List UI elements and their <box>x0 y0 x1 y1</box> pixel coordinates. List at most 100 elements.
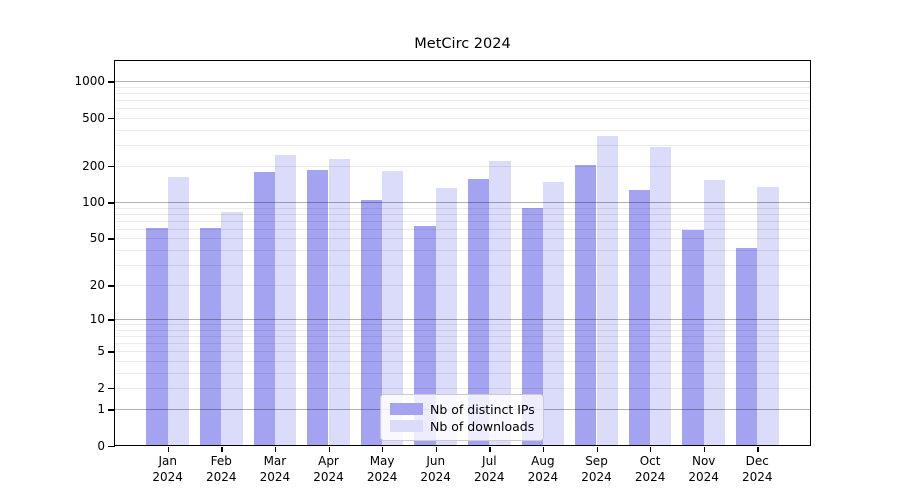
x-tick-label-mar: Mar 2024 <box>259 454 291 484</box>
minor-gridline <box>115 93 810 94</box>
minor-gridline <box>115 336 810 338</box>
minor-gridline <box>115 220 810 222</box>
y-tick-label: 1000 <box>74 74 105 89</box>
x-tick-mark <box>489 447 491 452</box>
minor-gridline <box>115 372 810 374</box>
major-gridline <box>115 81 810 83</box>
minor-gridline <box>115 324 810 326</box>
major-gridline <box>115 319 810 321</box>
minor-gridline <box>115 86 810 88</box>
bar-ips-mar <box>253 171 275 445</box>
y-tick-mark <box>108 81 115 83</box>
bar-downloads-aug <box>542 182 565 445</box>
bar-downloads-jun <box>435 187 458 445</box>
bar-ips-jan <box>146 227 168 445</box>
minor-gridline <box>115 214 810 215</box>
bar-downloads-may <box>382 170 404 445</box>
bar-ips-aug <box>521 207 543 445</box>
bar-ips-dec <box>735 247 758 445</box>
y-tick-label: 100 <box>82 195 105 210</box>
minor-gridline <box>115 264 810 266</box>
x-tick-label-jun: Jun 2024 <box>420 454 451 484</box>
x-tick-label-dec: Dec 2024 <box>742 454 773 484</box>
legend-label-distinct-ips: Nb of distinct IPs <box>430 401 535 417</box>
minor-gridline <box>115 129 810 131</box>
legend-swatch-distinct-ips <box>390 403 423 415</box>
bar-ips-jul <box>467 179 490 445</box>
x-tick-label-oct: Oct 2024 <box>634 454 666 484</box>
plot-area: Nb of distinct IPs Nb of downloads 0 1 2 5 1… <box>74 60 811 484</box>
bar-downloads-mar <box>274 155 297 445</box>
bar-ips-sep <box>575 164 597 445</box>
bar-ips-feb <box>199 227 222 445</box>
y-tick-mark <box>108 238 115 240</box>
y-tick-mark <box>108 351 115 353</box>
x-tick-label-jul: Jul 2024 <box>474 454 505 484</box>
minor-gridline <box>115 361 810 362</box>
minor-gridline <box>115 238 810 240</box>
y-tick-label: 0 <box>97 439 105 453</box>
bar-downloads-dec <box>757 186 779 445</box>
legend-swatch-downloads <box>390 420 423 432</box>
major-gridline <box>115 202 810 204</box>
x-tick-mark <box>703 447 706 452</box>
minor-gridline <box>115 249 810 251</box>
x-tick-mark <box>167 447 170 452</box>
y-tick-label: 200 <box>82 159 105 173</box>
x-tick-mark <box>596 447 598 452</box>
bar-ips-may <box>360 200 383 445</box>
x-tick-label-may: May 2024 <box>366 454 398 484</box>
x-tick-label-sep: Sep 2024 <box>581 454 612 484</box>
x-tick-label-feb: Feb 2024 <box>206 454 237 484</box>
y-tick-label: 10 <box>89 312 105 327</box>
x-tick-label-jan: Jan 2024 <box>152 454 183 484</box>
y-tick-mark <box>108 285 115 287</box>
legend: Nb of distinct IPs Nb of downloads <box>380 394 544 441</box>
y-tick-label: 2 <box>97 381 105 395</box>
bars-layer <box>115 61 810 445</box>
x-tick-label-nov: Nov 2024 <box>688 454 719 484</box>
x-tick-label-aug: Aug 2024 <box>527 454 559 484</box>
x-tick-mark <box>221 447 223 452</box>
y-tick-label: 1 <box>97 402 105 417</box>
bar-ips-oct <box>628 189 651 445</box>
x-tick-mark <box>382 447 384 452</box>
minor-gridline <box>115 207 810 209</box>
x-tick-mark <box>328 447 330 452</box>
grid-layer <box>115 61 810 445</box>
bar-ips-apr <box>307 170 329 445</box>
x-axis: Jan 2024 Feb 2024 Mar 2024 Apr 2024 May 2024 Jun 20… <box>115 61 810 484</box>
bar-downloads-oct <box>650 147 672 445</box>
minor-gridline <box>115 100 810 101</box>
bar-downloads-sep <box>596 136 618 445</box>
minor-gridline <box>115 285 810 287</box>
bar-downloads-feb <box>221 212 243 445</box>
x-tick-mark <box>650 447 652 452</box>
legend-entry-distinct-ips: Nb of distinct IPs <box>390 401 535 417</box>
bar-ips-jun <box>414 226 436 445</box>
y-tick-mark <box>108 319 115 321</box>
y-tick-mark <box>108 117 115 120</box>
minor-gridline <box>115 388 810 389</box>
x-tick-mark <box>435 447 438 452</box>
y-tick-mark <box>108 166 115 168</box>
x-tick-mark <box>542 447 545 452</box>
legend-label-downloads: Nb of downloads <box>430 418 535 434</box>
minor-gridline <box>115 117 810 119</box>
y-tick-mark <box>108 446 115 448</box>
minor-gridline <box>115 228 810 230</box>
legend-entry-downloads: Nb of downloads <box>390 418 534 434</box>
y-tick-label: 50 <box>89 231 105 246</box>
y-tick-label: 500 <box>82 110 105 125</box>
chart-title: MetCirc 2024 <box>414 36 511 52</box>
y-tick-label: 20 <box>89 278 105 293</box>
minor-gridline <box>115 351 810 353</box>
bar-downloads-jul <box>489 160 511 445</box>
bar-downloads-jan <box>167 177 190 445</box>
minor-gridline <box>115 343 810 345</box>
bar-downloads-nov <box>703 179 726 445</box>
y-tick-label: 5 <box>97 344 105 359</box>
y-tick-mark <box>108 388 115 390</box>
y-tick-mark <box>108 202 115 204</box>
minor-gridline <box>115 166 810 167</box>
